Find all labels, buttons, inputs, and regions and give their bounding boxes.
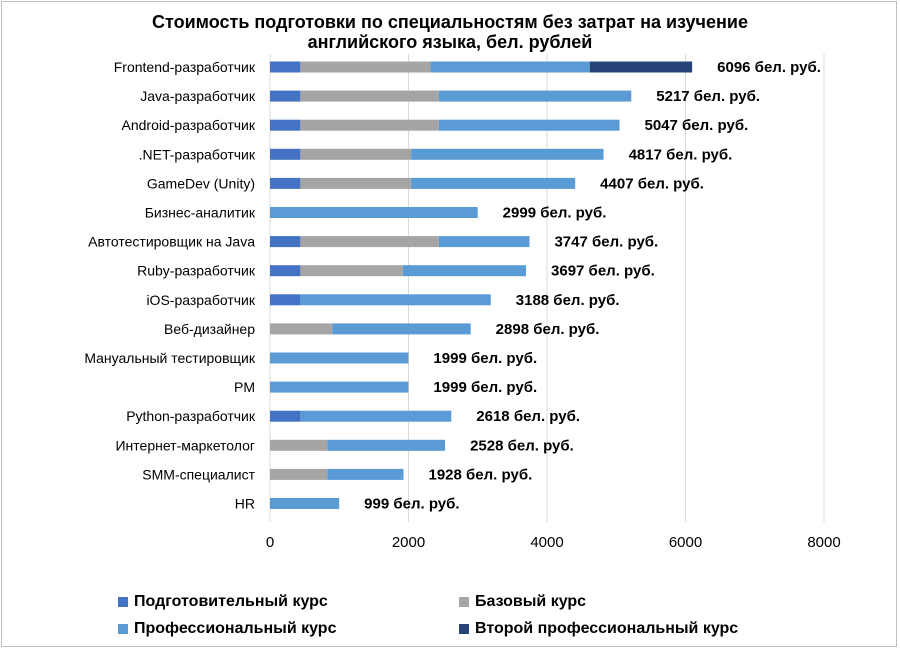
category-label-14: SMM-специалист	[142, 466, 255, 482]
bar-segment-8-0	[270, 294, 301, 306]
total-label-14: 1928 бел. руб.	[429, 466, 533, 483]
category-label-13: Интернет-маркетолог	[115, 437, 255, 453]
legend-item-1: Базовый курс	[459, 592, 586, 612]
x-tick-label-1: 2000	[392, 534, 425, 551]
total-label-3: 4817 бел. руб.	[629, 146, 733, 163]
bar-segment-0-1	[300, 61, 431, 73]
bar-segment-10-2	[270, 352, 409, 364]
legend-label-2: Профессиональный курс	[134, 620, 337, 637]
bar-segment-4-2	[411, 177, 576, 189]
legend-item-3: Второй профессиональный курс	[459, 619, 738, 639]
bar-segment-3-0	[270, 148, 301, 160]
total-label-4: 4407 бел. руб.	[600, 175, 704, 192]
bar-segment-13-2	[327, 439, 446, 451]
bar-segment-14-2	[327, 468, 404, 480]
total-label-10: 1999 бел. руб.	[433, 350, 537, 367]
bar-segment-1-2	[438, 90, 632, 102]
bar-segment-2-2	[438, 119, 620, 131]
total-label-11: 1999 бел. руб.	[433, 379, 537, 396]
bar-segment-0-2	[430, 61, 590, 73]
category-label-5: Бизнес-аналитик	[145, 205, 256, 221]
bar-segment-4-0	[270, 177, 301, 189]
bar-segment-1-1	[300, 90, 439, 102]
category-label-9: Веб-дизайнер	[164, 321, 255, 337]
legend-swatch-2	[118, 624, 128, 634]
legend-item-2: Профессиональный курс	[118, 619, 336, 639]
chart-title-line-2: английского языка, бел. рублей	[307, 32, 593, 52]
bar-segment-13-1	[270, 439, 328, 451]
bar-segment-7-0	[270, 265, 301, 277]
total-label-13: 2528 бел. руб.	[470, 437, 574, 454]
bar-segment-2-1	[300, 119, 439, 131]
legend-item-0: Подготовительный курс	[118, 592, 328, 612]
total-label-0: 6096 бел. руб.	[717, 59, 821, 76]
legend-swatch-3	[459, 624, 469, 634]
bar-segment-5-2	[270, 207, 478, 218]
bar-segment-12-0	[270, 410, 301, 422]
legend-label-1: Базовый курс	[475, 593, 587, 610]
category-label-0: Frontend-разработчик	[114, 59, 256, 75]
bar-segment-7-2	[402, 265, 527, 277]
bar-segment-0-0	[270, 61, 301, 73]
category-label-2: Android-разработчик	[122, 117, 256, 133]
category-label-7: Ruby-разработчик	[137, 263, 256, 279]
total-label-6: 3747 бел. руб.	[554, 234, 658, 251]
total-label-8: 3188 бел. руб.	[516, 292, 620, 309]
bar-segment-1-0	[270, 90, 301, 102]
x-tick-label-0: 0	[266, 534, 274, 551]
category-label-8: iOS-разработчик	[146, 292, 255, 308]
total-label-9: 2898 бел. руб.	[496, 321, 600, 338]
bar-segment-12-2	[300, 410, 452, 422]
bar-segment-15-2	[270, 498, 340, 509]
x-tick-label-2: 4000	[530, 534, 563, 551]
category-label-11: PM	[234, 379, 255, 395]
bar-segment-4-1	[300, 177, 412, 189]
category-label-3: .NET-разработчик	[139, 146, 256, 162]
bar-segment-14-1	[270, 468, 328, 480]
legend-swatch-0	[118, 597, 128, 607]
bar-segment-2-0	[270, 119, 301, 131]
legend-swatch-1	[459, 597, 469, 607]
category-label-1: Java-разработчик	[140, 88, 256, 104]
bar-segment-6-2	[438, 236, 530, 248]
x-tick-label-3: 6000	[669, 534, 702, 551]
category-label-10: Мануальный тестировщик	[84, 350, 256, 366]
total-label-12: 2618 бел. руб.	[476, 408, 580, 425]
legend-label-3: Второй профессиональный курс	[475, 620, 739, 637]
category-label-15: HR	[235, 496, 255, 512]
bar-segment-11-2	[270, 381, 409, 393]
bar-segment-6-1	[300, 236, 439, 248]
bar-segment-3-2	[411, 148, 604, 160]
legend-label-0: Подготовительный курс	[134, 593, 328, 610]
total-label-15: 999 бел. руб.	[364, 496, 459, 513]
total-label-7: 3697 бел. руб.	[551, 263, 655, 280]
category-label-6: Автотестировщик на Java	[88, 234, 255, 250]
bar-segment-3-1	[300, 148, 412, 160]
bar-segment-9-2	[332, 323, 471, 335]
total-label-2: 5047 бел. руб.	[645, 117, 749, 134]
chart-title-line-1: Стоимость подготовки по специальностям б…	[152, 12, 748, 32]
category-label-12: Python-разработчик	[126, 408, 256, 424]
chart-title: Стоимость подготовки по специальностям б…	[40, 12, 860, 52]
total-label-5: 2999 бел. руб.	[503, 205, 607, 222]
bar-segment-7-1	[300, 265, 403, 277]
total-label-1: 5217 бел. руб.	[656, 88, 760, 105]
bar-segment-0-3	[589, 61, 693, 73]
bar-segment-6-0	[270, 236, 301, 248]
category-label-4: GameDev (Unity)	[147, 175, 255, 191]
x-tick-label-4: 8000	[807, 534, 840, 551]
bar-segment-8-2	[300, 294, 491, 306]
bar-segment-9-1	[270, 323, 333, 335]
